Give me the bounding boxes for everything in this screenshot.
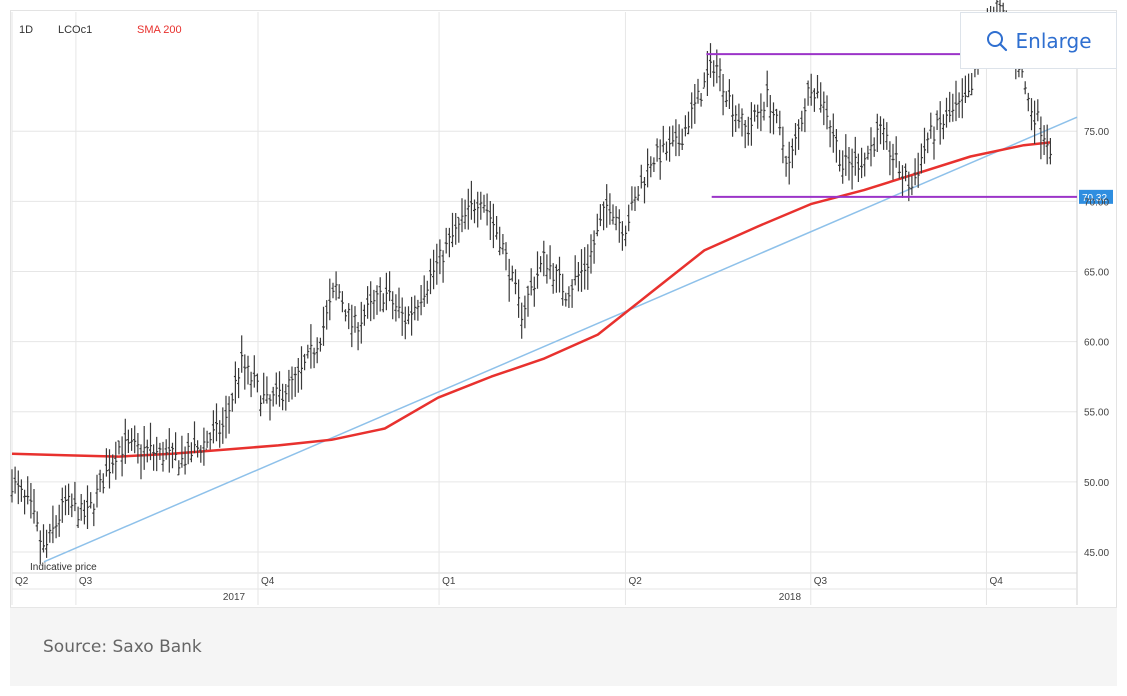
y-tick-label: 45.00 bbox=[1084, 548, 1109, 559]
axis-labels: 45.00 50.00 55.00 60.00 65.00 70.00 75.00 Q2 Q3 Q… bbox=[15, 127, 1109, 603]
price-bars bbox=[10, 0, 1052, 565]
y-tick-label: 60.00 bbox=[1084, 338, 1109, 349]
chart-footer: Source: Saxo Bank bbox=[10, 607, 1117, 686]
x-tick-label: Q1 bbox=[442, 576, 456, 587]
levels-layer: 80.5070.32 bbox=[706, 47, 1113, 204]
level-label: 70.32 bbox=[1082, 193, 1107, 204]
indicator-label: SMA 200 bbox=[137, 24, 182, 36]
x-tick-label: Q3 bbox=[79, 576, 93, 587]
y-tick-label: 55.00 bbox=[1084, 408, 1109, 419]
y-tick-label: 75.00 bbox=[1084, 127, 1109, 138]
x-tick-label: Q2 bbox=[15, 576, 29, 587]
x-tick-label: Q4 bbox=[261, 576, 275, 587]
y-tick-label: 70.00 bbox=[1084, 197, 1109, 208]
annotation-label: Indicative price bbox=[30, 562, 97, 573]
timeframe-label: 1D bbox=[19, 24, 33, 36]
chart-grid bbox=[11, 12, 1078, 605]
y-tick-label: 65.00 bbox=[1084, 267, 1109, 278]
x-tick-label: Q3 bbox=[814, 576, 828, 587]
sma-layer bbox=[11, 141, 1051, 458]
level-label-bg bbox=[1079, 189, 1113, 204]
trendline-layer bbox=[43, 116, 1078, 563]
year-label: 2017 bbox=[223, 592, 246, 603]
source-text: Source: Saxo Bank bbox=[43, 637, 202, 657]
x-tick-label: Q4 bbox=[989, 576, 1003, 587]
search-icon bbox=[986, 30, 1007, 51]
price-layer bbox=[10, 0, 1052, 565]
enlarge-label: Enlarge bbox=[1015, 28, 1092, 53]
sma-line bbox=[11, 141, 1051, 458]
symbol-label: LCOc1 bbox=[58, 24, 92, 36]
y-tick-label: 50.00 bbox=[1084, 478, 1109, 489]
x-tick-label: Q2 bbox=[628, 576, 642, 587]
year-label: 2018 bbox=[779, 592, 802, 603]
trendline bbox=[43, 116, 1078, 563]
enlarge-button[interactable]: Enlarge bbox=[960, 12, 1117, 69]
